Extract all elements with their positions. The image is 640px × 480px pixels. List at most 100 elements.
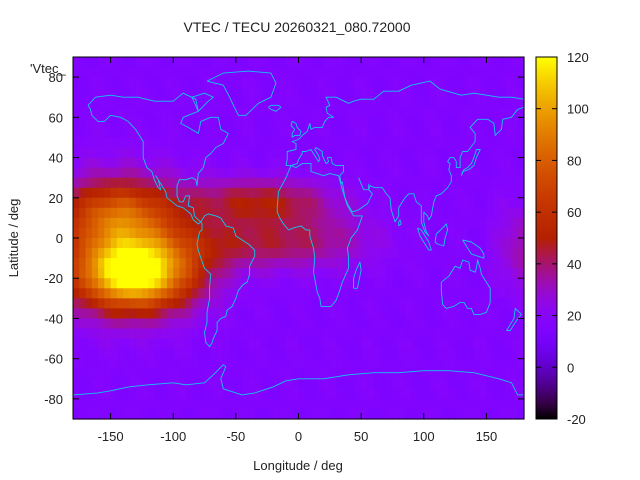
- heat-cell: [160, 157, 168, 169]
- heat-cell: [223, 207, 231, 219]
- heat-cell: [442, 378, 450, 390]
- heat-cell: [423, 328, 431, 340]
- heat-cell: [317, 67, 325, 78]
- heat-cell: [110, 87, 118, 98]
- heat-cell: [223, 368, 231, 380]
- heat-cell: [436, 137, 444, 149]
- heat-cell: [311, 338, 318, 350]
- colorbar: [535, 56, 558, 420]
- heat-cell: [85, 358, 93, 370]
- heat-cell: [154, 268, 162, 279]
- heat-cell: [185, 67, 193, 78]
- heat-cell: [123, 328, 130, 340]
- heat-cell: [517, 97, 525, 108]
- heat-cell: [323, 187, 331, 199]
- heat-cell: [480, 187, 488, 199]
- heat-cell: [223, 157, 231, 169]
- heat-cell: [273, 258, 281, 269]
- heat-cell: [85, 288, 93, 299]
- heat-cell: [373, 408, 381, 420]
- heat-cell: [517, 187, 525, 199]
- heat-cell: [436, 197, 444, 209]
- heat-cell: [292, 408, 300, 420]
- heat-cell: [179, 268, 187, 279]
- heat-cell: [461, 177, 469, 189]
- heat-cell: [336, 288, 343, 299]
- heat-cell: [223, 117, 231, 128]
- heat-cell: [210, 288, 218, 299]
- heat-cell: [386, 107, 394, 118]
- heat-cell: [235, 398, 243, 410]
- heat-cell: [379, 308, 387, 320]
- heat-cell: [467, 167, 475, 179]
- heat-cell: [348, 298, 356, 309]
- heat-cell: [480, 328, 488, 340]
- heat-cell: [398, 278, 406, 289]
- heat-cell: [354, 87, 362, 98]
- heat-cell: [235, 338, 243, 350]
- heat-cell: [116, 408, 124, 420]
- heat-cell: [285, 197, 293, 209]
- heat-cell: [292, 308, 300, 320]
- heat-cell: [317, 97, 325, 108]
- heat-cell: [135, 97, 143, 108]
- heat-cell: [317, 408, 325, 420]
- heat-cell: [179, 57, 187, 68]
- heat-cell: [166, 127, 174, 139]
- heat-cell: [273, 77, 281, 88]
- heat-cell: [273, 398, 281, 410]
- heat-cell: [285, 87, 293, 98]
- heat-cell: [229, 268, 237, 279]
- heat-cell: [361, 187, 368, 199]
- heat-cell: [179, 248, 187, 259]
- heat-cell: [285, 298, 293, 309]
- heat-cell: [98, 107, 105, 118]
- heat-cell: [298, 187, 306, 199]
- heat-cell: [141, 97, 149, 108]
- heat-cell: [336, 308, 343, 320]
- heat-cell: [116, 157, 124, 169]
- heat-cell: [267, 308, 275, 320]
- heat-cell: [436, 57, 444, 68]
- heat-cell: [517, 338, 525, 350]
- heat-cell: [273, 308, 281, 320]
- x-axis-label: Longitude / deg: [253, 458, 343, 473]
- heat-cell: [273, 358, 281, 370]
- heat-cell: [298, 97, 306, 108]
- heat-cell: [323, 147, 331, 159]
- heat-cell: [486, 97, 494, 108]
- heat-cell: [141, 348, 149, 360]
- heat-cell: [260, 398, 268, 410]
- heat-cell: [498, 177, 506, 189]
- heat-cell: [129, 358, 137, 370]
- heat-cell: [342, 248, 350, 259]
- heat-cell: [141, 288, 149, 299]
- heat-cell: [398, 207, 406, 219]
- heat-cell: [367, 217, 375, 229]
- heat-cell: [436, 338, 444, 350]
- heat-cell: [342, 217, 350, 229]
- heat-cell: [148, 258, 156, 269]
- heat-cell: [448, 197, 456, 209]
- heat-cell: [298, 358, 306, 370]
- heat-cell: [229, 378, 237, 390]
- heat-cell: [173, 77, 181, 88]
- y-tick-label: 20: [49, 191, 63, 206]
- heat-cell: [223, 107, 231, 118]
- heat-cell: [480, 278, 488, 289]
- heat-cell: [348, 338, 356, 350]
- heat-cell: [98, 328, 105, 340]
- heat-cell: [198, 137, 206, 149]
- heat-cell: [91, 157, 99, 169]
- heat-cell: [398, 107, 406, 118]
- heat-cell: [436, 318, 444, 330]
- heat-cell: [404, 207, 412, 219]
- heat-cell: [486, 358, 494, 370]
- heat-cell: [498, 298, 506, 309]
- heat-cell: [166, 378, 174, 390]
- heat-cell: [223, 77, 231, 88]
- heat-cell: [386, 57, 394, 68]
- heat-cell: [129, 67, 137, 78]
- heat-cell: [279, 77, 287, 88]
- heat-cell: [298, 368, 306, 380]
